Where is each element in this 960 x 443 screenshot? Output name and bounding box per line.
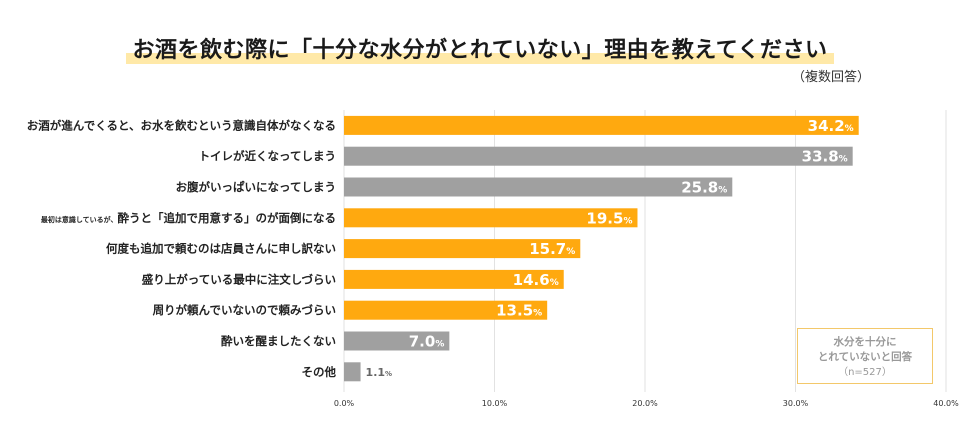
data-label: 34.2% <box>808 117 854 135</box>
data-label-unit: % <box>839 155 848 165</box>
data-label-unit: % <box>550 278 559 288</box>
bar <box>344 300 548 320</box>
category-label-main: その他 <box>302 365 337 379</box>
category-label-main: 何度も追加で頼むのは店員さんに申し訳ない <box>106 242 336 256</box>
legend-box: 水分を十分に とれていないと回答 （n=527） <box>797 328 933 384</box>
chart-title: お酒を飲む際に「十分な水分がとれていない」理由を教えてください <box>126 32 834 64</box>
bar <box>344 115 859 135</box>
category-label: 酔いを醒ましたくない <box>221 334 336 348</box>
category-label: 最初は意識しているが、酔うと「追加で用意する」のが面倒になる <box>41 211 336 225</box>
legend-sample-size: （n=527） <box>838 367 892 378</box>
category-label-main: 酔いを醒ましたくない <box>221 334 336 348</box>
category-label: 何度も追加で頼むのは店員さんに申し訳ない <box>106 242 336 256</box>
x-tick-label: 40.0% <box>933 399 959 408</box>
category-label-main: 盛り上がっている最中に注文しづらい <box>142 272 336 286</box>
data-label: 15.7% <box>529 240 575 258</box>
data-label-unit: % <box>623 216 632 226</box>
data-label: 7.0% <box>409 333 445 351</box>
chart-title-wrap: お酒を飲む際に「十分な水分がとれていない」理由を教えてください <box>0 32 960 64</box>
bar <box>344 331 450 351</box>
data-label-value: 14.6 <box>513 271 550 289</box>
category-label: 周りが頼んでいないので頼みづらい <box>153 303 336 317</box>
chart-subtitle: （複数回答） <box>791 70 870 85</box>
data-label-value: 15.7 <box>529 240 566 258</box>
category-label-main: お酒が進んでくると、お水を飲むという意識自体がなくなる <box>27 118 336 132</box>
data-label-unit: % <box>845 124 854 134</box>
data-label-value: 13.5 <box>496 302 533 320</box>
data-label-value: 1.1 <box>366 366 386 379</box>
data-label-value: 34.2 <box>808 117 845 135</box>
bar <box>344 177 733 197</box>
data-label-value: 33.8 <box>802 148 839 166</box>
data-label: 25.8% <box>681 179 727 197</box>
data-label-value: 25.8 <box>681 179 718 197</box>
data-label: 13.5% <box>496 302 542 320</box>
category-label: その他 <box>302 365 337 379</box>
bar <box>344 362 361 382</box>
x-tick-label: 10.0% <box>482 399 508 408</box>
data-label-unit: % <box>435 340 444 350</box>
x-tick-label: 0.0% <box>334 399 355 408</box>
category-label: トイレが近くなってしまう <box>199 149 336 163</box>
data-label: 14.6% <box>513 271 559 289</box>
x-tick-label: 20.0% <box>632 399 658 408</box>
data-label-unit: % <box>385 370 392 378</box>
bar <box>344 208 638 228</box>
data-label: 33.8% <box>802 148 848 166</box>
data-label-value: 7.0 <box>409 333 436 351</box>
data-label-value: 19.5 <box>586 209 623 227</box>
bar <box>344 239 581 259</box>
category-label-main: 周りが頼んでいないので頼みづらい <box>153 303 336 317</box>
bar <box>344 146 853 166</box>
bar <box>344 269 564 289</box>
category-label: 盛り上がっている最中に注文しづらい <box>142 272 336 286</box>
data-label: 19.5% <box>586 209 632 227</box>
legend-line-1: 水分を十分に <box>833 336 897 348</box>
category-label: お酒が進んでくると、お水を飲むという意識自体がなくなる <box>27 118 336 132</box>
category-label: お腹がいっぱいになってしまう <box>176 180 336 194</box>
x-tick-label: 30.0% <box>783 399 809 408</box>
category-label-main: トイレが近くなってしまう <box>199 149 336 163</box>
category-label-prefix: 最初は意識しているが、 <box>41 215 118 224</box>
data-label-unit: % <box>566 247 575 257</box>
data-label-unit: % <box>533 309 542 319</box>
category-label-main: 酔うと「追加で用意する」のが面倒になる <box>118 211 337 225</box>
category-label-main: お腹がいっぱいになってしまう <box>176 180 336 194</box>
data-label: 1.1% <box>366 366 393 379</box>
legend-line-2: とれていないと回答 <box>817 351 913 363</box>
data-label-unit: % <box>718 186 727 196</box>
